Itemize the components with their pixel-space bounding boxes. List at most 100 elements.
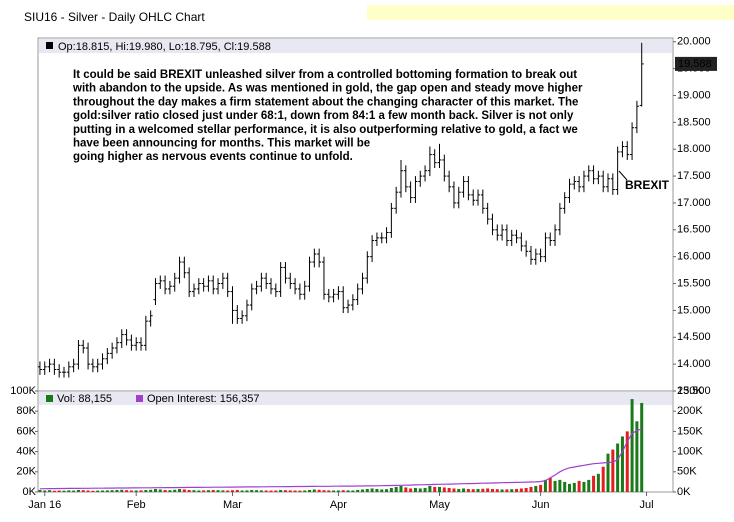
y-tick-label: 60K — [16, 425, 36, 437]
volume-bar — [433, 486, 437, 492]
marker-label: BREXIT — [625, 178, 670, 192]
y2-tick-label: 200K — [677, 405, 703, 417]
volume-bar — [288, 490, 292, 492]
volume-bar — [178, 488, 182, 492]
volume-bar — [327, 490, 331, 492]
volume-bar — [558, 479, 562, 492]
x-tick-label: Apr — [330, 499, 347, 511]
volume-bar — [577, 480, 581, 492]
volume-bar — [38, 489, 42, 492]
y2-tick-label: 250K — [677, 385, 703, 397]
volume-bar — [110, 490, 114, 492]
volume-bar — [182, 489, 186, 492]
volume-bar — [394, 486, 398, 492]
volume-bar — [611, 449, 615, 492]
y-tick-label: 16.500 — [677, 224, 711, 236]
volume-bar — [356, 489, 360, 492]
marker-line — [618, 170, 628, 181]
volume-bar — [524, 487, 528, 492]
y-tick-label: 0K — [23, 486, 37, 498]
banner — [367, 5, 734, 20]
volume-bar — [216, 490, 220, 492]
volume-bar — [125, 490, 129, 492]
volume-bar — [139, 490, 143, 492]
y-tick-label: 18.500 — [677, 116, 711, 128]
volume-bar — [76, 489, 80, 492]
volume-bar — [592, 475, 596, 492]
volume-bar — [606, 453, 610, 492]
x-tick-label: Feb — [127, 499, 146, 511]
y2-tick-label: 50K — [677, 466, 697, 478]
volume-bar — [490, 488, 494, 492]
volume-bar — [341, 490, 345, 492]
volume-bar — [86, 490, 90, 492]
volume-bar — [428, 485, 432, 492]
volume-bar — [505, 489, 509, 492]
y2-tick-label: 100K — [677, 446, 703, 458]
volume-bar — [620, 436, 624, 492]
volume-bar — [462, 488, 466, 492]
volume-bar — [476, 488, 480, 492]
volume-bar — [115, 489, 119, 492]
volume-bar — [486, 488, 490, 492]
legend-swatch — [46, 395, 53, 402]
x-tick-label: May — [429, 499, 450, 511]
volume-bar — [317, 489, 321, 492]
volume-bar — [129, 490, 133, 492]
volume-bar — [625, 431, 629, 492]
volume-legend-bar — [39, 392, 672, 405]
volume-bar — [187, 489, 191, 492]
volume-bar — [399, 485, 403, 492]
volume-bar — [630, 399, 634, 492]
volume-bar — [418, 488, 422, 492]
y-tick-label: 15.000 — [677, 304, 711, 316]
volume-bar — [283, 490, 287, 492]
volume-bar — [96, 490, 100, 492]
volume-bar — [596, 473, 600, 492]
volume-bar — [336, 490, 340, 492]
volume-bar — [221, 490, 225, 492]
volume-bar — [601, 466, 605, 492]
volume-bar — [481, 488, 485, 492]
volume-bar — [563, 481, 567, 492]
last-price-label: 19.588 — [678, 58, 712, 70]
volume-bar — [452, 488, 456, 492]
volume-bar — [163, 489, 167, 492]
x-tick-label: Mar — [223, 499, 242, 511]
volume-bar — [149, 489, 153, 492]
volume-bar — [202, 490, 206, 492]
y-tick-label: 40K — [16, 446, 36, 458]
volume-bar — [519, 488, 523, 492]
annotation-line: throughout the day makes a firm statemen… — [73, 96, 578, 108]
volume-bar — [404, 487, 408, 492]
y2-tick-label: 150K — [677, 425, 703, 437]
volume-bar — [447, 487, 451, 492]
volume-bar — [303, 490, 307, 492]
price-legend-bar — [39, 39, 672, 53]
volume-bar — [105, 490, 109, 492]
annotation-line: with abandon to the upside. As was menti… — [72, 83, 583, 95]
volume-bar — [120, 489, 124, 492]
volume-bar — [442, 487, 446, 492]
y-tick-label: 100K — [10, 385, 36, 397]
annotation-line: putting in a welcomed stellar performanc… — [73, 124, 578, 136]
volume-bar — [640, 402, 644, 492]
volume-bar — [389, 487, 393, 492]
volume-bar — [235, 489, 239, 492]
volume-bar — [409, 488, 413, 492]
volume-bar — [413, 487, 417, 492]
volume-bar — [230, 490, 234, 492]
volume-bar — [635, 421, 639, 492]
volume-bar — [539, 484, 543, 492]
legend-swatch — [136, 395, 143, 402]
volume-bar — [153, 488, 157, 492]
oi-line — [39, 428, 642, 490]
volume-bar — [567, 483, 571, 492]
volume-bar — [259, 490, 263, 492]
volume-bar — [206, 490, 210, 492]
ohlc-legend: Op:18.815, Hi:19.980, Lo:18.795, Cl:19.5… — [58, 41, 271, 53]
volume-bar — [346, 490, 350, 492]
volume-bar — [515, 488, 519, 492]
volume-bar — [57, 490, 61, 492]
